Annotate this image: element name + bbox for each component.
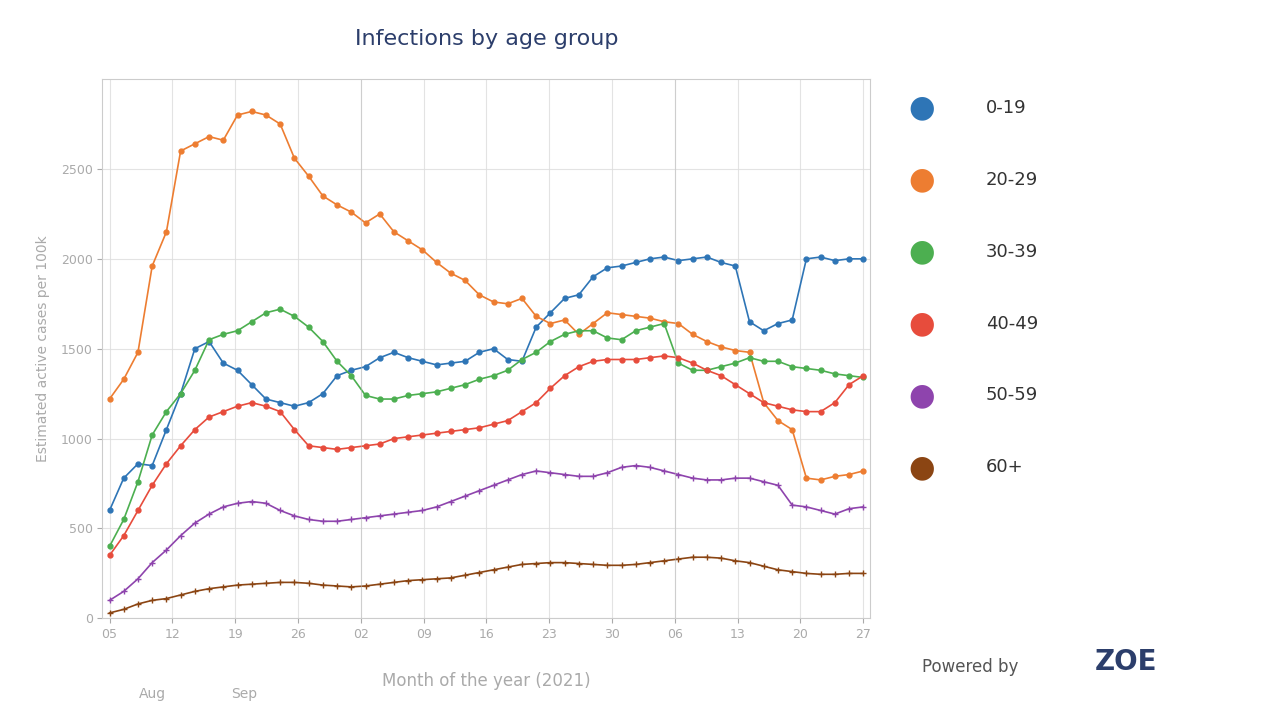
Text: ●: ● [909,381,934,410]
Text: Sep: Sep [232,687,257,700]
Text: 40-49: 40-49 [986,314,1038,333]
Text: ●: ● [909,237,934,266]
Text: 50-59: 50-59 [986,386,1038,405]
Text: ●: ● [909,93,934,122]
Text: ●: ● [909,165,934,194]
Y-axis label: Estimated active cases per 100k: Estimated active cases per 100k [36,235,50,462]
Text: Infections by age group: Infections by age group [355,29,618,49]
Text: 60+: 60+ [986,458,1023,477]
Text: 30-39: 30-39 [986,242,1038,261]
Text: 0-19: 0-19 [986,99,1027,117]
Text: ZOE: ZOE [1094,648,1157,676]
Text: Month of the year (2021): Month of the year (2021) [383,672,590,690]
Text: ●: ● [909,453,934,482]
Text: Powered by: Powered by [922,658,1023,676]
Text: ●: ● [909,309,934,338]
Text: Aug: Aug [138,687,165,700]
Text: 20-29: 20-29 [986,170,1038,189]
